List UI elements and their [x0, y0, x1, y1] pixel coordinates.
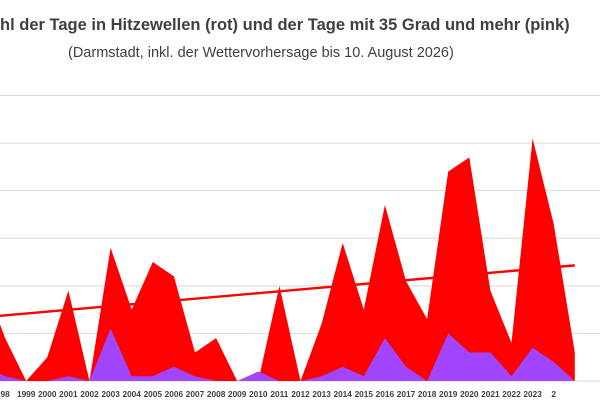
x-tick-label: 1999: [17, 389, 36, 399]
series-area-hitzewellen: [0, 138, 575, 381]
x-tick-label: 2001: [59, 389, 78, 399]
x-tick-label: 2009: [228, 389, 247, 399]
x-tick-label: 2002: [80, 389, 99, 399]
x-tick-label: 2020: [460, 389, 479, 399]
x-tick-label: 2023: [523, 389, 542, 399]
x-tick-label: 2: [551, 389, 556, 399]
x-tick-label: 2015: [355, 389, 374, 399]
x-tick-label: 2004: [122, 389, 141, 399]
x-tick-label: 2005: [144, 389, 163, 399]
x-tick-label: 2003: [101, 389, 120, 399]
x-tick-label: 2018: [418, 389, 437, 399]
x-tick-label: 2021: [481, 389, 500, 399]
series-area-35-grad: [0, 328, 575, 381]
x-tick-label: 2014: [333, 389, 352, 399]
x-tick-label: 2010: [249, 389, 268, 399]
x-tick-label: 2019: [439, 389, 458, 399]
x-tick-label: 2011: [270, 389, 288, 399]
x-tick-label: 2017: [397, 389, 416, 399]
x-tick-label: 2016: [376, 389, 395, 399]
x-tick-label: 2007: [186, 389, 205, 399]
chart-subtitle: (Darmstadt, inkl. der Wettervorhersage b…: [68, 45, 454, 61]
x-tick-label: 2013: [312, 389, 331, 399]
chart-title: hl der Tage in Hitzewellen (rot) und der…: [0, 16, 570, 34]
x-tick-label: 2006: [165, 389, 184, 399]
x-tick-label: 98: [0, 389, 10, 399]
x-tick-label: 2022: [502, 389, 521, 399]
x-tick-label: 2000: [38, 389, 57, 399]
x-tick-label: 2012: [291, 389, 310, 399]
x-tick-label: 2008: [207, 389, 226, 399]
trend-line: [0, 264, 575, 318]
